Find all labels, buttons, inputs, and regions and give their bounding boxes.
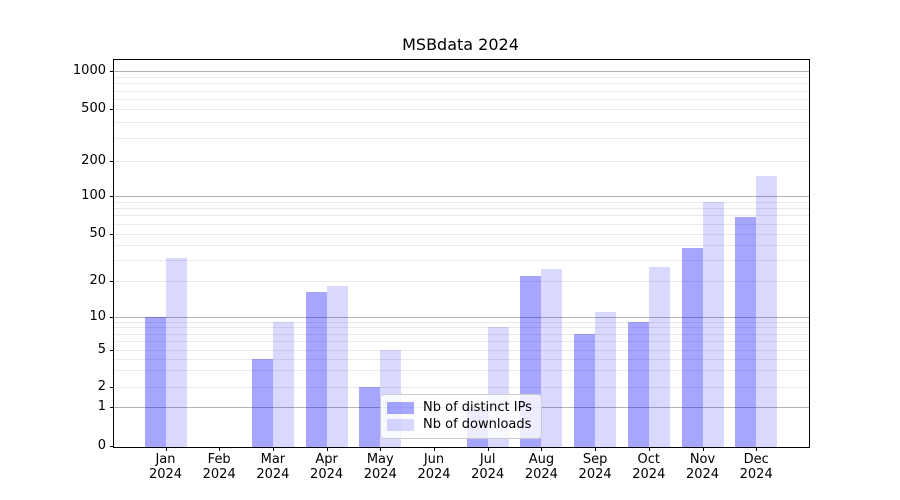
legend: Nb of distinct IPs Nb of downloads xyxy=(380,394,542,439)
y-tick-mark-500 xyxy=(110,109,114,110)
minor-gridline-7 xyxy=(114,333,809,335)
bar-ips-sep xyxy=(574,333,596,447)
legend-item-downloads: Nb of downloads xyxy=(387,416,532,433)
y-tick-label-1: 1 xyxy=(97,398,106,414)
y-tick-mark-50 xyxy=(110,233,114,235)
bar-downloads-aug xyxy=(541,269,563,447)
minor-gridline-9 xyxy=(114,321,809,323)
bar-ips-may xyxy=(359,386,381,447)
x-tick-label-dec: Dec 2024 xyxy=(739,452,773,482)
y-tick-label-200: 200 xyxy=(81,152,106,168)
y-tick-label-2: 2 xyxy=(97,378,106,394)
x-tick-label-jul: Jul 2024 xyxy=(471,452,505,482)
x-tick-mark-mar xyxy=(272,447,274,451)
y-tick-mark-0 xyxy=(110,446,114,447)
major-gridline-1000 xyxy=(114,71,809,72)
x-tick-mark-jan xyxy=(165,447,167,451)
legend-label-distinct-ips: Nb of distinct IPs xyxy=(423,400,532,415)
minor-gridline-40 xyxy=(114,245,809,247)
chart-title: MSBdata 2024 xyxy=(402,35,519,54)
bar-downloads-jan xyxy=(165,258,187,447)
y-tick-label-5: 5 xyxy=(97,342,106,357)
x-tick-mark-sep xyxy=(595,447,597,451)
x-tick-label-nov: Nov 2024 xyxy=(685,452,720,482)
major-gridline-10 xyxy=(114,316,809,318)
y-tick-mark-5 xyxy=(110,350,114,351)
minor-gridline-2 xyxy=(114,386,809,388)
minor-gridline-500 xyxy=(114,109,809,110)
x-tick-label-may: May 2024 xyxy=(363,452,397,482)
x-tick-mark-feb xyxy=(219,447,221,451)
y-tick-label-500: 500 xyxy=(81,101,106,116)
y-tick-mark-10 xyxy=(110,316,114,318)
x-tick-label-apr: Apr 2024 xyxy=(310,452,344,482)
minor-gridline-80 xyxy=(114,208,809,210)
minor-gridline-20 xyxy=(114,281,809,282)
x-tick-mark-dec xyxy=(756,447,758,451)
x-tick-label-oct: Oct 2024 xyxy=(632,452,666,482)
legend-swatch-distinct-ips xyxy=(387,401,414,414)
minor-gridline-600 xyxy=(114,99,809,100)
minor-gridline-800 xyxy=(114,83,809,85)
minor-gridline-50 xyxy=(114,233,809,235)
minor-gridline-400 xyxy=(114,121,809,123)
x-tick-mark-oct xyxy=(648,447,650,451)
bar-ips-oct xyxy=(627,321,649,447)
minor-gridline-90 xyxy=(114,201,809,203)
bar-downloads-apr xyxy=(326,286,348,447)
minor-gridline-700 xyxy=(114,90,809,92)
y-tick-mark-2 xyxy=(110,386,114,388)
x-tick-label-aug: Aug 2024 xyxy=(524,452,558,482)
minor-gridline-200 xyxy=(114,160,809,162)
y-tick-label-10: 10 xyxy=(89,308,106,324)
x-tick-label-feb: Feb 2024 xyxy=(202,452,236,482)
x-tick-mark-jun xyxy=(434,447,435,451)
bar-downloads-oct xyxy=(648,267,670,447)
y-tick-label-1000: 1000 xyxy=(72,63,106,78)
y-tick-mark-100 xyxy=(110,196,114,197)
bar-ips-jan xyxy=(144,316,166,447)
y-tick-label-100: 100 xyxy=(81,188,106,203)
bar-ips-apr xyxy=(305,292,327,447)
minor-gridline-60 xyxy=(114,223,809,225)
minor-gridline-4 xyxy=(114,358,809,360)
y-tick-mark-1000 xyxy=(110,71,114,72)
major-gridline-100 xyxy=(114,196,809,197)
minor-gridline-30 xyxy=(114,259,809,261)
x-tick-mark-aug xyxy=(541,447,543,451)
y-tick-mark-20 xyxy=(110,281,114,282)
x-tick-label-jan: Jan 2024 xyxy=(148,452,183,482)
bar-downloads-mar xyxy=(272,321,294,447)
x-tick-label-mar: Mar 2024 xyxy=(256,452,290,482)
y-tick-mark-200 xyxy=(110,160,114,162)
minor-gridline-5 xyxy=(114,350,809,351)
y-tick-label-20: 20 xyxy=(89,273,106,288)
y-tick-label-50: 50 xyxy=(89,225,106,241)
x-tick-label-jun: Jun 2024 xyxy=(417,452,451,482)
minor-gridline-900 xyxy=(114,76,809,78)
bar-ips-dec xyxy=(735,216,757,447)
y-tick-label-0: 0 xyxy=(97,438,106,453)
bar-downloads-dec xyxy=(756,176,778,447)
minor-gridline-3 xyxy=(114,370,809,372)
legend-label-downloads: Nb of downloads xyxy=(423,417,532,432)
minor-gridline-300 xyxy=(114,137,809,139)
minor-gridline-70 xyxy=(114,215,809,217)
legend-item-distinct-ips: Nb of distinct IPs xyxy=(387,399,532,416)
bar-ips-nov xyxy=(681,247,703,447)
bar-ips-mar xyxy=(251,358,273,447)
legend-swatch-downloads xyxy=(387,418,414,431)
x-tick-label-sep: Sep 2024 xyxy=(578,452,612,482)
bar-downloads-nov xyxy=(702,201,724,447)
x-tick-mark-apr xyxy=(326,447,328,451)
y-tick-mark-1 xyxy=(110,406,114,408)
x-tick-mark-nov xyxy=(702,447,704,451)
bar-downloads-sep xyxy=(595,311,617,447)
x-tick-mark-may xyxy=(380,447,382,451)
minor-gridline-8 xyxy=(114,327,809,329)
minor-gridline-6 xyxy=(114,341,809,343)
plot-area: Nb of distinct IPs Nb of downloads xyxy=(113,59,810,448)
x-tick-mark-jul xyxy=(487,447,489,451)
